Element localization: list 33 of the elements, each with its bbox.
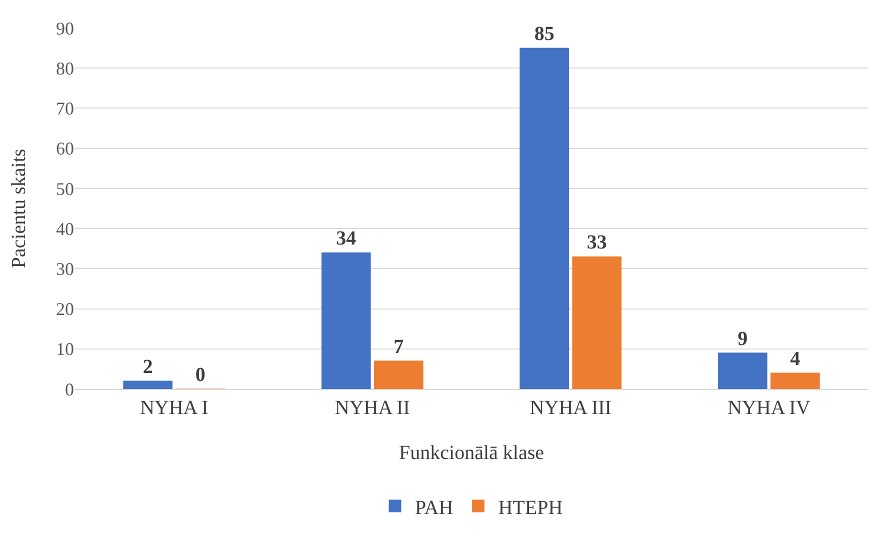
data-label: 2 xyxy=(142,356,153,378)
x-tick-label: NYHA II xyxy=(334,397,410,419)
x-axis-title: Funkcionālā klase xyxy=(399,442,544,464)
legend-label: PAH xyxy=(415,496,454,519)
data-label: 9 xyxy=(738,328,748,350)
y-axis-title: Pacientu skaits xyxy=(8,148,30,268)
x-tick-label: NYHA III xyxy=(530,397,612,419)
bar xyxy=(572,256,622,389)
data-label: 85 xyxy=(534,23,554,46)
y-tick-label: 30 xyxy=(56,258,74,279)
y-tick-label: 90 xyxy=(56,18,74,38)
bar xyxy=(770,372,820,389)
y-tick-label: 40 xyxy=(56,218,74,239)
data-label: 7 xyxy=(394,336,404,358)
data-label: 0 xyxy=(195,364,206,386)
y-tick-label: 20 xyxy=(56,299,74,320)
bar xyxy=(123,380,173,389)
bar xyxy=(520,48,570,389)
data-label: 4 xyxy=(790,348,800,370)
y-tick-label: 50 xyxy=(56,178,74,199)
bar xyxy=(374,360,424,389)
data-label: 34 xyxy=(336,228,356,250)
y-tick-label: 80 xyxy=(56,58,74,78)
y-tick-label: 0 xyxy=(65,379,74,400)
legend-label: HTEPH xyxy=(498,496,563,519)
y-tick-label: 10 xyxy=(56,339,74,360)
data-label: 33 xyxy=(586,232,607,254)
y-tick-label: 60 xyxy=(56,138,74,159)
bar xyxy=(718,352,768,389)
x-tick-label: NYHA IV xyxy=(727,397,811,419)
x-tick-label: NYHA I xyxy=(140,397,208,419)
y-tick-label: 70 xyxy=(56,98,74,119)
bar xyxy=(321,252,371,389)
